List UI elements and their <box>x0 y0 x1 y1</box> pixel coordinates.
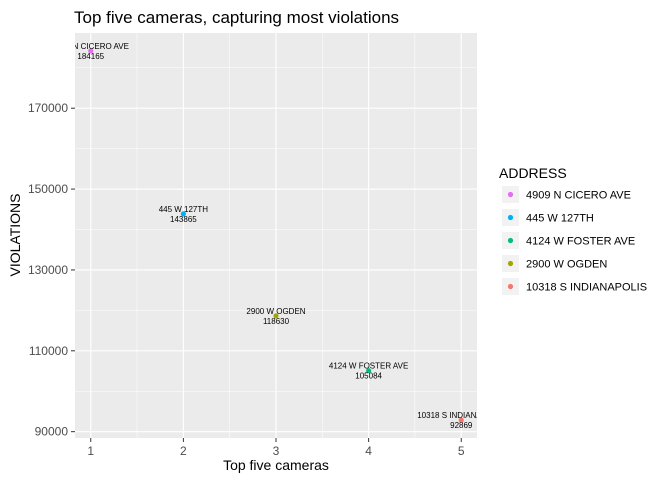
y-tick-label: 90000 <box>35 425 69 439</box>
legend-label: 4909 N CICERO AVE <box>526 190 631 202</box>
x-tick-label: 1 <box>87 444 94 458</box>
data-points <box>88 48 464 423</box>
data-point <box>366 368 372 374</box>
legend-swatch <box>507 283 514 290</box>
legend-label: 2900 W OGDEN <box>526 259 607 271</box>
data-point <box>458 417 464 423</box>
data-point <box>88 48 94 54</box>
x-axis: 1 2 3 4 5 <box>87 438 465 458</box>
legend-swatch <box>507 214 514 221</box>
legend-label: 10318 S INDIANAPOLIS <box>526 282 647 294</box>
legend-swatch <box>507 237 514 244</box>
legend-label: 4124 W FOSTER AVE <box>526 236 635 248</box>
x-tick-label: 5 <box>458 444 465 458</box>
y-tick-label: 170000 <box>28 101 68 115</box>
x-tick-label: 3 <box>273 444 280 458</box>
y-tick-label: 150000 <box>28 182 68 196</box>
chart-title: Top five cameras, capturing most violati… <box>74 8 399 27</box>
grid-major <box>75 33 477 438</box>
y-tick-label: 110000 <box>29 344 68 358</box>
point-address-label: 10318 S INDIANAPOLIS <box>417 411 505 420</box>
data-point <box>180 211 186 217</box>
y-axis: 90000 110000 130000 150000 170000 <box>28 101 75 439</box>
point-value-label: 143865 <box>170 215 197 224</box>
point-value-label: 92869 <box>450 421 473 430</box>
x-tick-label: 4 <box>365 444 372 458</box>
legend-title: ADDRESS <box>499 165 567 181</box>
legend-label: 445 W 127TH <box>526 213 594 225</box>
legend-swatch <box>507 260 514 267</box>
point-address-label: 2900 W OGDEN <box>246 307 305 316</box>
y-axis-title: VIOLATIONS <box>7 194 23 277</box>
y-tick-label: 130000 <box>28 263 68 277</box>
point-address-label: 4909 N CICERO AVE <box>53 42 129 51</box>
point-value-label: 105084 <box>355 372 382 381</box>
data-point <box>273 313 279 319</box>
x-axis-title: Top five cameras <box>223 457 329 473</box>
point-address-label: 4124 W FOSTER AVE <box>329 362 408 371</box>
legend-swatch <box>507 191 514 198</box>
x-tick-label: 2 <box>180 444 187 458</box>
point-address-label: 445 W 127TH <box>159 205 209 214</box>
legend: ADDRESS 4909 N CICERO AVE 445 W 127TH 4124… <box>499 165 647 295</box>
point-value-label: 118630 <box>263 317 290 326</box>
point-value-label: 184165 <box>77 52 104 61</box>
